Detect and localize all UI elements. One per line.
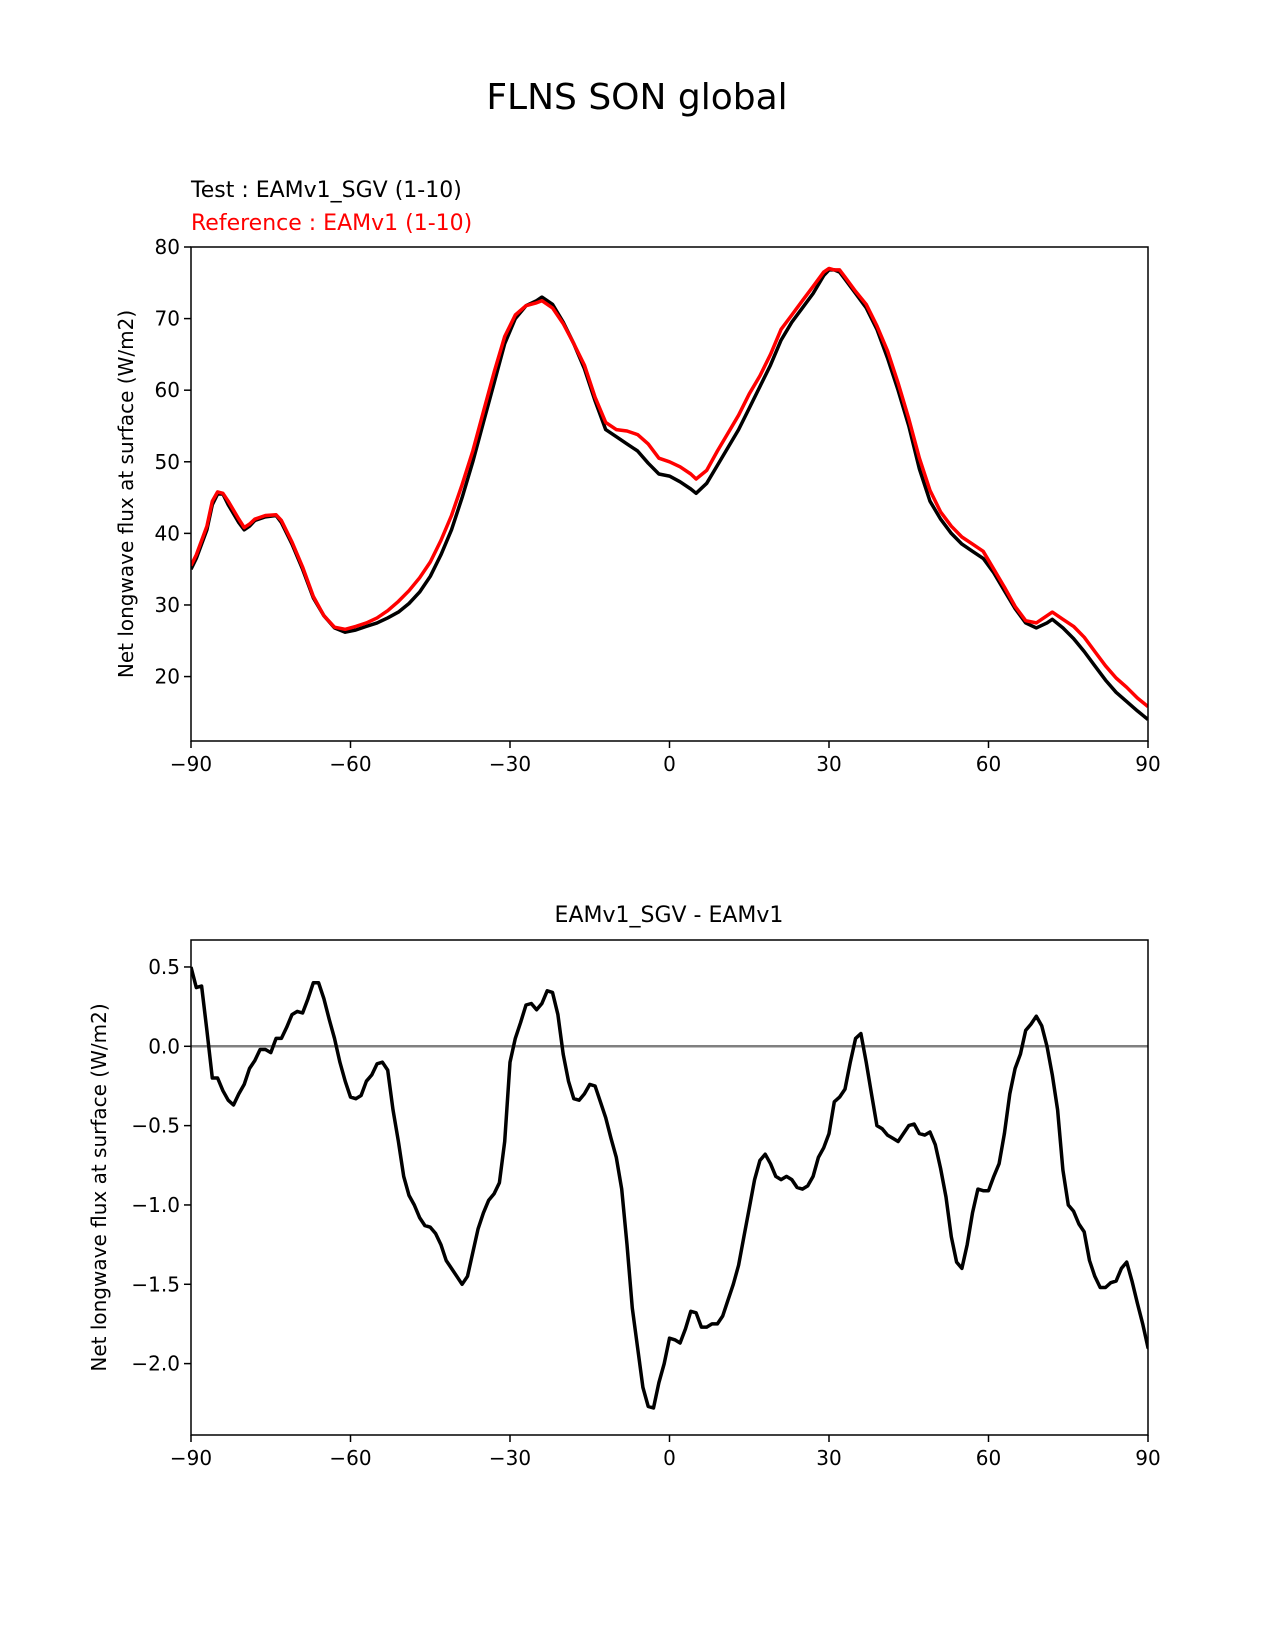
plot-frame <box>190 939 1149 1436</box>
x-tick-label: −60 <box>329 752 371 776</box>
difference-title: EAMv1_SGV - EAMv1 <box>555 903 784 928</box>
bottom-y-axis-label: Net longwave flux at surface (W/m2) <box>87 1003 111 1371</box>
y-tick-label: −0.5 <box>131 1114 180 1138</box>
x-tick-label: 90 <box>1135 1446 1160 1470</box>
x-tick-label: 90 <box>1135 752 1160 776</box>
y-tick-label: 70 <box>155 307 180 331</box>
x-tick-label: 0 <box>663 1446 676 1470</box>
x-tick-label: 60 <box>976 1446 1001 1470</box>
x-tick-label: −30 <box>489 1446 531 1470</box>
y-tick-label: 20 <box>155 665 180 689</box>
test-title: Test : EAMv1_SGV (1-10) <box>190 178 462 203</box>
x-tick-label: −30 <box>489 752 531 776</box>
y-tick-label: −2.0 <box>131 1352 180 1376</box>
bottom-plot-area: −90 −60 −30 0 30 60 90 0.5 0.0 −0.5 −1.0 −1.5 −2.0 <box>131 939 1161 1470</box>
y-tick-label: 30 <box>155 593 180 617</box>
y-tick-label: 80 <box>155 235 180 259</box>
x-tick-label: −90 <box>170 1446 212 1470</box>
series-line-eamv1 <box>191 266 1148 708</box>
series-line-eamv1-sgv <box>191 268 1148 721</box>
x-tick-label: 60 <box>976 752 1001 776</box>
x-tick-label: 30 <box>816 1446 841 1470</box>
x-tick-label: 30 <box>816 752 841 776</box>
y-tick-label: 40 <box>155 521 180 545</box>
x-tick-label: −60 <box>329 1446 371 1470</box>
y-tick-label: −1.5 <box>131 1272 180 1296</box>
bottom-panel: EAMv1_SGV - EAMv1 −90 −60 −30 0 30 60 90 0.5 0.0… <box>87 903 1161 1470</box>
reference-title: Reference : EAMv1 (1-10) <box>191 211 472 236</box>
series-line-eamv1-sgv-eamv1 <box>191 966 1148 1410</box>
x-tick-label: −90 <box>170 752 212 776</box>
top-plot-area: −90 −60 −30 0 30 60 90 20 30 40 50 60 70 80 <box>155 235 1161 776</box>
y-tick-label: 60 <box>155 378 180 402</box>
top-panel: Test : EAMv1_SGV (1-10) Reference : EAMv… <box>114 178 1161 776</box>
y-tick-label: 0.5 <box>148 955 180 979</box>
y-tick-label: 0.0 <box>148 1034 180 1058</box>
top-y-axis-label: Net longwave flux at surface (W/m2) <box>114 310 138 678</box>
y-tick-label: −1.0 <box>131 1193 180 1217</box>
x-tick-label: 0 <box>663 752 676 776</box>
plot-frame <box>190 246 1149 742</box>
y-tick-label: 50 <box>155 450 180 474</box>
figure-title: FLNS SON global <box>486 77 787 118</box>
